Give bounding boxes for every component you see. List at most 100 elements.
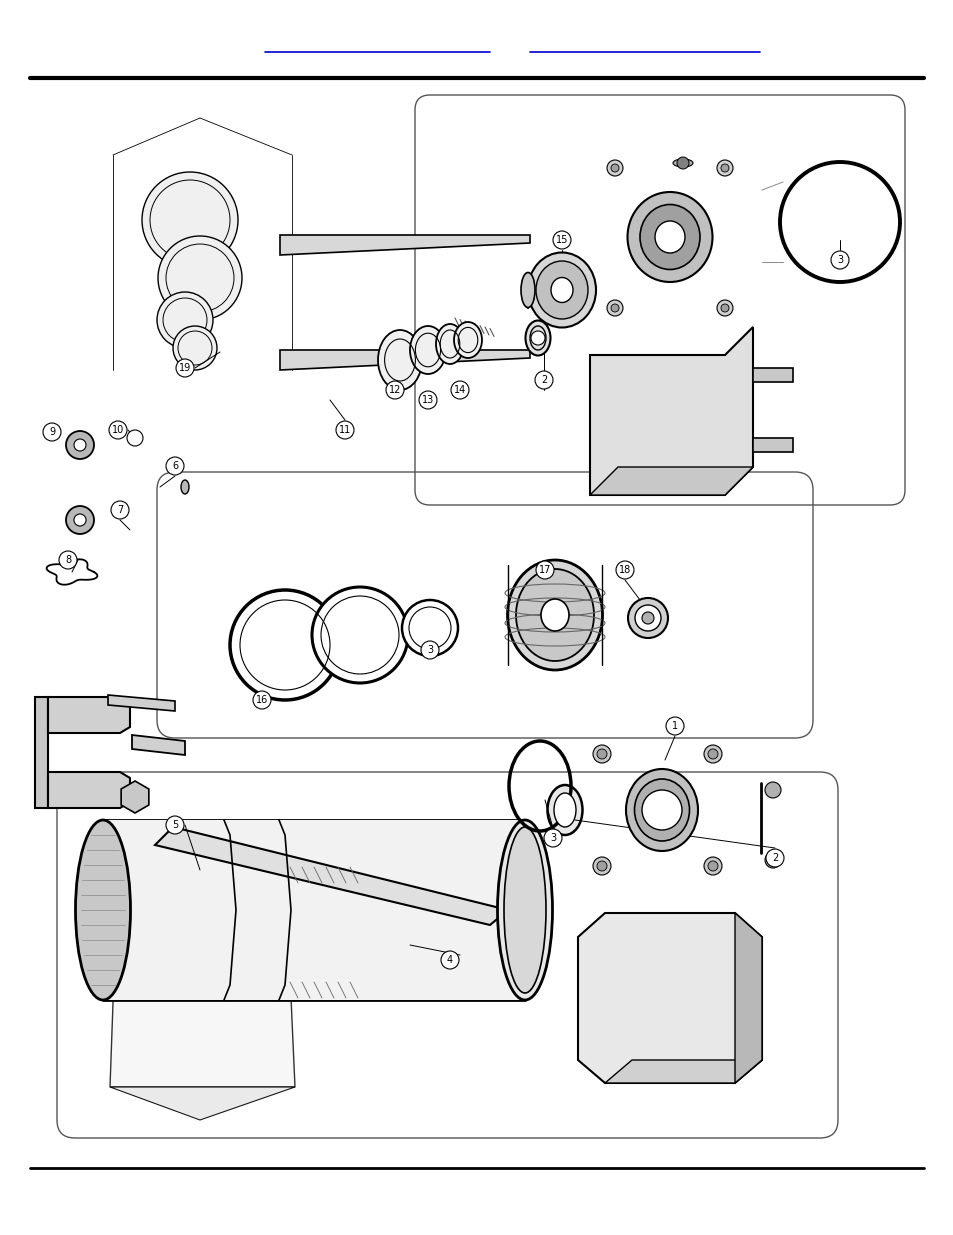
Text: 8: 8 <box>65 555 71 564</box>
Ellipse shape <box>634 779 689 841</box>
Text: 12: 12 <box>389 385 401 395</box>
Circle shape <box>175 359 193 377</box>
Circle shape <box>59 551 77 569</box>
Circle shape <box>717 161 732 177</box>
Ellipse shape <box>516 569 594 661</box>
Circle shape <box>536 561 554 579</box>
Circle shape <box>166 816 184 834</box>
Bar <box>103 820 524 1000</box>
Ellipse shape <box>525 321 550 356</box>
Ellipse shape <box>554 793 576 827</box>
Circle shape <box>635 605 660 631</box>
Polygon shape <box>154 827 507 925</box>
Text: 2: 2 <box>540 375 547 385</box>
Polygon shape <box>589 327 752 495</box>
Circle shape <box>593 745 610 763</box>
Ellipse shape <box>536 261 587 319</box>
Polygon shape <box>752 438 792 452</box>
Ellipse shape <box>639 205 700 269</box>
Text: 15: 15 <box>556 235 568 245</box>
Circle shape <box>66 431 94 459</box>
Circle shape <box>717 300 732 316</box>
Text: 2: 2 <box>771 853 778 863</box>
Text: 3: 3 <box>427 645 433 655</box>
Polygon shape <box>110 1087 294 1120</box>
Circle shape <box>253 692 271 709</box>
Circle shape <box>401 600 457 656</box>
Circle shape <box>553 231 571 249</box>
Text: 7: 7 <box>117 505 123 515</box>
Circle shape <box>420 641 438 659</box>
Ellipse shape <box>507 559 602 671</box>
Circle shape <box>127 430 143 446</box>
Circle shape <box>764 852 781 868</box>
Circle shape <box>597 861 606 871</box>
Circle shape <box>703 745 721 763</box>
Polygon shape <box>121 781 149 813</box>
Text: 19: 19 <box>178 363 191 373</box>
Circle shape <box>606 161 622 177</box>
Text: 17: 17 <box>538 564 551 576</box>
Circle shape <box>166 457 184 475</box>
Circle shape <box>641 613 654 624</box>
Ellipse shape <box>503 827 545 993</box>
Circle shape <box>707 861 718 871</box>
Circle shape <box>535 370 553 389</box>
Ellipse shape <box>497 820 552 1000</box>
Text: 3: 3 <box>549 832 556 844</box>
Text: 5: 5 <box>172 820 178 830</box>
Circle shape <box>43 424 61 441</box>
Ellipse shape <box>625 769 698 851</box>
Text: 18: 18 <box>618 564 631 576</box>
Circle shape <box>66 506 94 534</box>
Circle shape <box>597 748 606 760</box>
Circle shape <box>142 172 237 268</box>
Circle shape <box>641 790 681 830</box>
Text: 11: 11 <box>338 425 351 435</box>
Ellipse shape <box>547 785 582 835</box>
Polygon shape <box>734 913 761 1083</box>
Polygon shape <box>752 368 792 382</box>
Circle shape <box>665 718 683 735</box>
Text: 1: 1 <box>671 721 678 731</box>
Ellipse shape <box>454 322 481 358</box>
Text: 3: 3 <box>836 254 842 266</box>
Circle shape <box>74 438 86 451</box>
Circle shape <box>610 304 618 312</box>
Ellipse shape <box>527 252 596 327</box>
Ellipse shape <box>75 820 131 1000</box>
Circle shape <box>386 382 403 399</box>
Polygon shape <box>604 1060 761 1083</box>
Ellipse shape <box>627 191 712 282</box>
Circle shape <box>109 421 127 438</box>
Ellipse shape <box>672 159 692 167</box>
Circle shape <box>111 501 129 519</box>
Circle shape <box>593 857 610 876</box>
Ellipse shape <box>540 599 568 631</box>
Circle shape <box>764 782 781 798</box>
Circle shape <box>335 421 354 438</box>
Polygon shape <box>589 467 752 495</box>
Text: 10: 10 <box>112 425 124 435</box>
Circle shape <box>616 561 634 579</box>
Circle shape <box>230 590 339 700</box>
Circle shape <box>418 391 436 409</box>
Polygon shape <box>280 350 530 370</box>
Polygon shape <box>578 913 761 1083</box>
Circle shape <box>677 157 688 169</box>
Ellipse shape <box>181 480 189 494</box>
Circle shape <box>543 829 561 847</box>
Circle shape <box>451 382 469 399</box>
Polygon shape <box>48 772 130 808</box>
Ellipse shape <box>520 273 535 308</box>
Polygon shape <box>48 697 130 734</box>
Circle shape <box>74 514 86 526</box>
Circle shape <box>627 598 667 638</box>
Circle shape <box>703 857 721 876</box>
Text: 9: 9 <box>49 427 55 437</box>
Circle shape <box>707 748 718 760</box>
Polygon shape <box>108 695 174 711</box>
Circle shape <box>610 164 618 172</box>
Circle shape <box>830 251 848 269</box>
Polygon shape <box>110 863 294 1087</box>
